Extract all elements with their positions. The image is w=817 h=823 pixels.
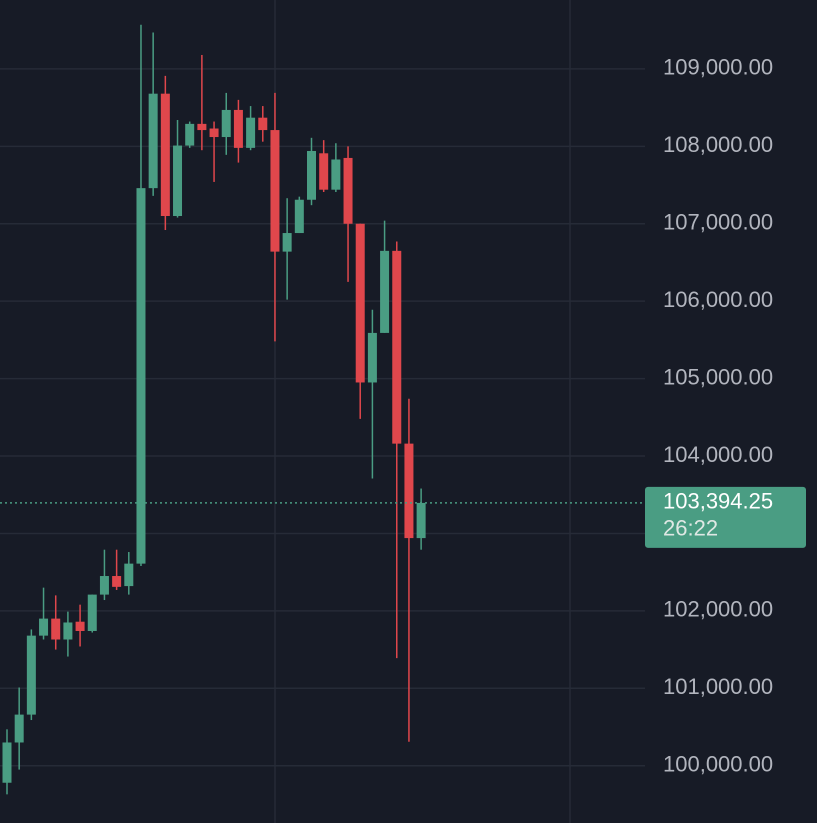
last-price-box (645, 486, 806, 548)
candle-body (26, 635, 36, 715)
candle-body (221, 109, 231, 138)
candle-body (307, 150, 316, 200)
candle-body (173, 145, 183, 217)
candle-body (185, 123, 195, 146)
candle-body (75, 621, 85, 631)
candle-body (14, 714, 24, 743)
y-tick-label: 105,000.00 (663, 364, 773, 389)
candle-body (343, 157, 353, 224)
last-price-label: 103,394.25 (663, 489, 773, 514)
candle-body (39, 618, 49, 636)
candle-body (209, 128, 219, 138)
candle-body (355, 223, 365, 383)
candle-body (331, 159, 341, 190)
candle-body (63, 622, 73, 640)
candle-body (258, 117, 268, 131)
candle-body (87, 594, 97, 631)
y-tick-label: 107,000.00 (663, 210, 773, 235)
candle-body (148, 93, 158, 189)
candle-body (282, 233, 292, 252)
candle-body (246, 117, 256, 148)
candle-body (233, 109, 243, 148)
candle-body (197, 123, 207, 131)
candle-body (160, 93, 170, 217)
y-tick-label: 104,000.00 (663, 442, 773, 467)
candle-body (112, 576, 122, 587)
candle-body (2, 742, 12, 783)
candle-body (270, 130, 280, 252)
candle-body (404, 443, 414, 539)
candle-body (416, 502, 426, 539)
candle-body (124, 563, 134, 587)
y-tick-label: 100,000.00 (663, 752, 773, 777)
candle-body (367, 332, 377, 383)
candle-body (51, 618, 61, 640)
candle-body (99, 576, 109, 595)
y-tick-label: 106,000.00 (663, 287, 773, 312)
y-tick-label: 102,000.00 (663, 597, 773, 622)
candle-body (319, 153, 329, 190)
y-tick-label: 101,000.00 (663, 674, 773, 699)
candle-body (392, 250, 402, 444)
y-tick-label: 108,000.00 (663, 132, 773, 157)
countdown-label: 26:22 (663, 516, 718, 541)
candle-body (294, 199, 304, 234)
y-tick-label: 109,000.00 (663, 55, 773, 80)
candle-body (380, 250, 390, 333)
candle-body (136, 188, 146, 564)
